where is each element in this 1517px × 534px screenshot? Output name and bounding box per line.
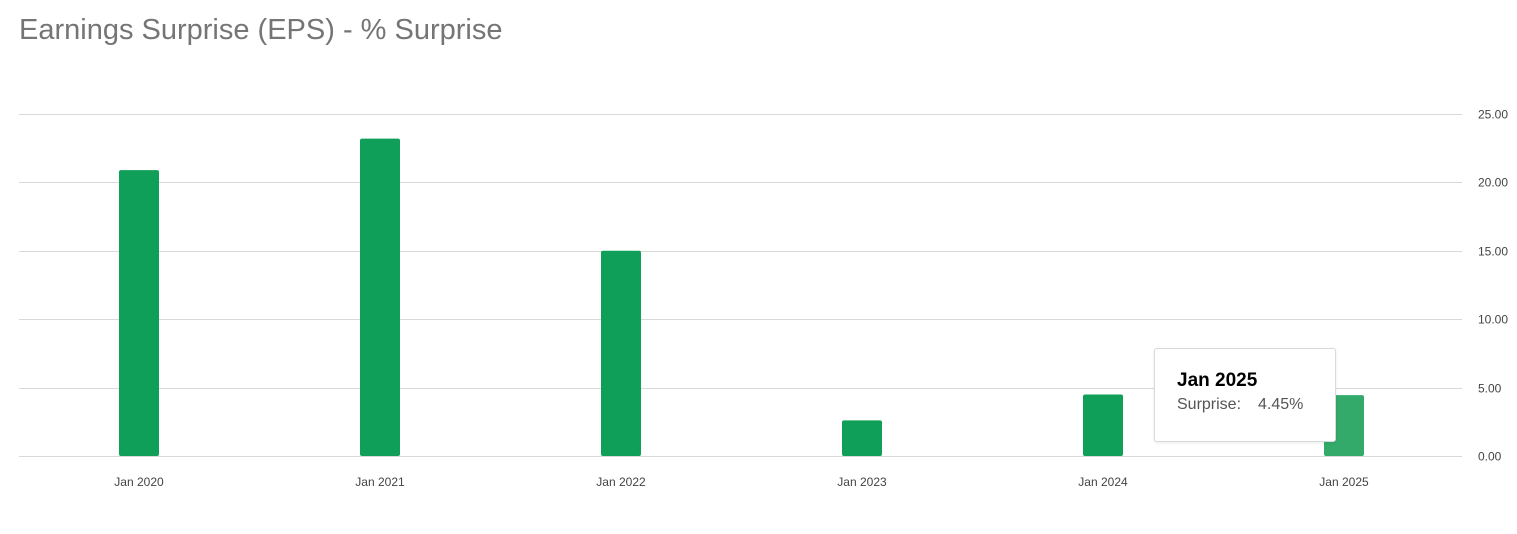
- x-tick-label: Jan 2025: [1319, 475, 1369, 489]
- x-tick-label: Jan 2022: [596, 475, 646, 489]
- x-tick-label: Jan 2024: [1078, 475, 1128, 489]
- grid-layer: [19, 114, 1462, 457]
- y-tick-label: 15.00: [1478, 245, 1508, 259]
- bar[interactable]: [842, 420, 882, 456]
- y-tick-labels: 0.00 5.00 10.00 15.00 20.00 25.00: [1478, 108, 1508, 464]
- bar[interactable]: [360, 138, 400, 456]
- bar[interactable]: [119, 170, 159, 456]
- bars-layer: [119, 138, 1364, 456]
- hover-tooltip: Jan 2025 Surprise: 4.45%: [1154, 348, 1336, 442]
- y-tick-label: 0.00: [1478, 450, 1502, 464]
- y-tick-label: 20.00: [1478, 176, 1508, 190]
- x-tick-labels: Jan 2020 Jan 2021 Jan 2022 Jan 2023 Jan 2024…: [114, 475, 1369, 489]
- y-tick-label: 5.00: [1478, 382, 1502, 396]
- chart-title: Earnings Surprise (EPS) - % Surprise: [19, 14, 503, 46]
- tooltip-title: Jan 2025: [1177, 370, 1258, 391]
- bar[interactable]: [1083, 394, 1123, 456]
- tooltip-value: 4.45%: [1258, 396, 1304, 413]
- bar[interactable]: [601, 250, 641, 456]
- x-tick-label: Jan 2021: [355, 475, 405, 489]
- tooltip-label: Surprise:: [1177, 396, 1242, 413]
- x-tick-label: Jan 2023: [837, 475, 887, 489]
- x-tick-label: Jan 2020: [114, 475, 164, 489]
- tooltip-row: Surprise: 4.45%: [1177, 396, 1335, 414]
- y-tick-label: 10.00: [1478, 313, 1508, 327]
- y-tick-label: 25.00: [1478, 108, 1508, 122]
